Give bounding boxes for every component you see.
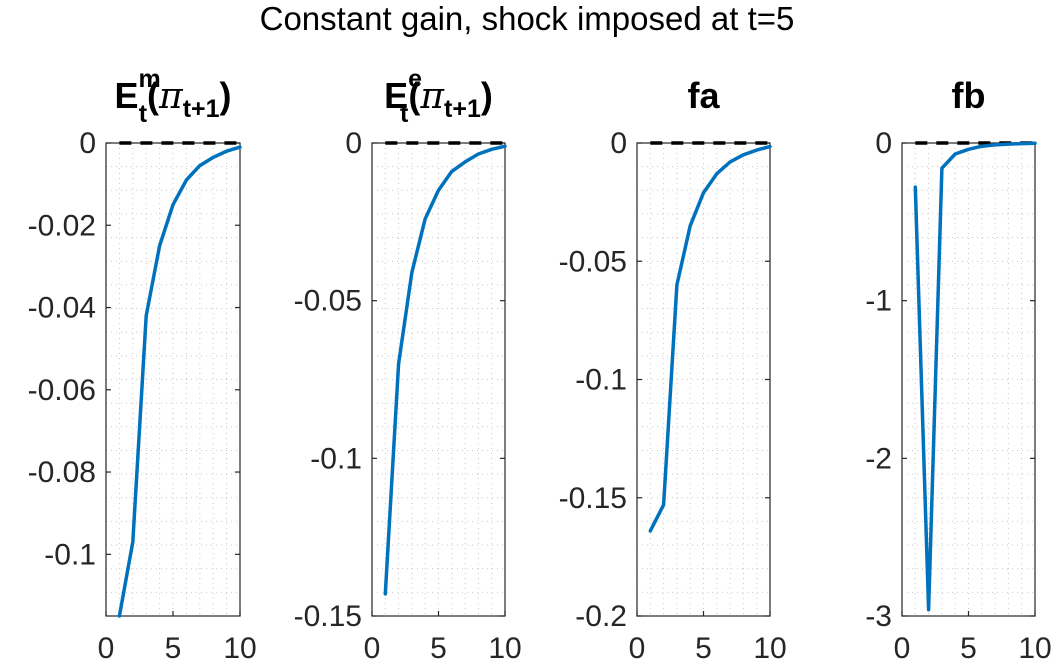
x-tick-label: 5 xyxy=(165,632,182,665)
y-tick-label: -0.04 xyxy=(28,292,96,325)
y-tick-label: -0.06 xyxy=(28,374,96,407)
subplot-title: Em t(πt+1) xyxy=(114,65,231,128)
y-tick-label: -3 xyxy=(865,600,892,633)
y-tick-label: -0.05 xyxy=(294,285,362,318)
series-line xyxy=(383,144,507,596)
x-tick-label: 5 xyxy=(695,632,712,665)
x-tick-label: 0 xyxy=(894,632,911,665)
series-line xyxy=(117,145,242,618)
figure-title: Constant gain, shock imposed at t=5 xyxy=(260,0,795,37)
y-tick-label: -0.02 xyxy=(28,209,96,242)
y-tick-label: -0.05 xyxy=(559,245,627,278)
subplot-title: Ee t(πt+1) xyxy=(384,65,493,128)
x-tick-label: 10 xyxy=(488,632,521,665)
series-line xyxy=(913,141,1037,612)
y-tick-label: 0 xyxy=(79,127,96,160)
y-tick-label: -0.15 xyxy=(559,482,627,515)
x-tick-label: 10 xyxy=(1018,632,1051,665)
y-tick-label: 0 xyxy=(875,127,892,160)
y-tick-label: 0 xyxy=(345,127,362,160)
subplot-title: fb xyxy=(952,75,986,116)
y-tick-label: -0.2 xyxy=(575,600,627,633)
grid xyxy=(902,143,1035,616)
y-tick-label: -0.15 xyxy=(294,600,362,633)
y-tick-label: -0.08 xyxy=(28,456,96,489)
x-tick-label: 5 xyxy=(430,632,447,665)
y-tick-label: -0.1 xyxy=(310,442,362,475)
subplot-title: fa xyxy=(687,75,720,116)
grid xyxy=(637,143,770,616)
y-tick-label: -0.1 xyxy=(44,538,96,571)
x-tick-label: 0 xyxy=(364,632,381,665)
subplot-1: 0 -0.02 -0.04 -0.06 -0.08 -0.1 0 5 10 Em t(πt+1) xyxy=(28,65,257,665)
y-tick-label: -0.1 xyxy=(575,364,627,397)
y-tick-label: -2 xyxy=(865,442,892,475)
y-tick-label: 0 xyxy=(610,127,627,160)
grid xyxy=(372,143,505,616)
y-tick-label: -1 xyxy=(865,285,892,318)
x-tick-label: 0 xyxy=(98,632,115,665)
x-tick-label: 10 xyxy=(753,632,786,665)
grid xyxy=(106,143,240,616)
series-line xyxy=(648,144,772,533)
x-tick-label: 0 xyxy=(629,632,646,665)
x-tick-label: 5 xyxy=(960,632,977,665)
x-tick-label: 10 xyxy=(223,632,256,665)
